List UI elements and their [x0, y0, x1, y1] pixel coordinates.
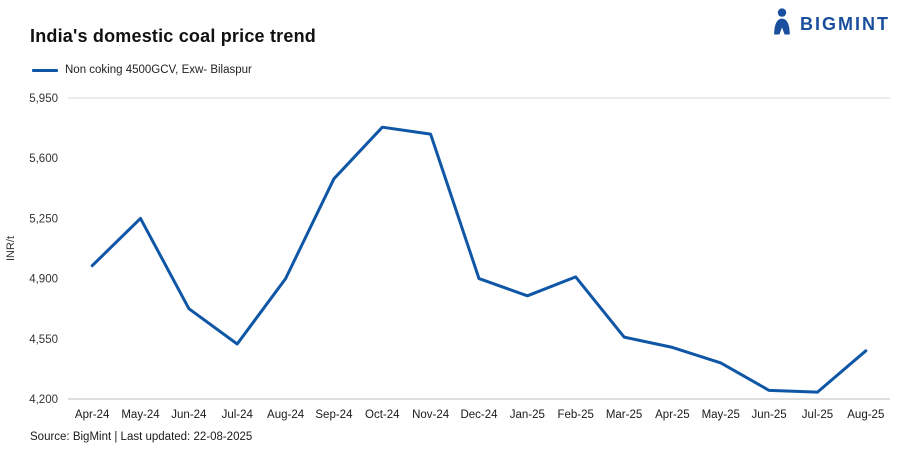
x-category-label: Jun-24: [171, 409, 207, 421]
legend-label: Non coking 4500GCV, Exw- Bilaspur: [65, 64, 252, 76]
brand-logo: BIGMINT: [770, 8, 890, 40]
price-chart-svg: 4,200 4,550 4,900 5,250 5,600 5,950 INR/t Apr-2…: [5, 93, 890, 421]
x-category-label: Apr-25: [655, 409, 690, 421]
page-title: India's domestic coal price trend: [30, 26, 316, 46]
bigmint-person-icon: [770, 8, 794, 40]
x-category-label: Jan-25: [510, 409, 545, 421]
y-tick-label: 4,200: [29, 394, 58, 406]
brand-wordmark: BIGMINT: [800, 13, 890, 34]
price-series-line: [90, 125, 868, 394]
y-tick-label: 5,950: [29, 93, 58, 105]
y-axis-title: INR/t: [5, 236, 17, 261]
x-category-label: Apr-24: [75, 409, 110, 421]
y-tick-label: 5,250: [29, 213, 58, 225]
y-tick-label: 5,600: [29, 153, 58, 165]
x-category-label: Oct-24: [365, 409, 400, 421]
y-tick-label: 4,900: [29, 274, 58, 286]
chart-legend: Non coking 4500GCV, Exw- Bilaspur: [32, 64, 252, 76]
x-category-label: Nov-24: [412, 409, 450, 421]
x-category-label: Feb-25: [557, 409, 593, 421]
x-category-label: Jul-24: [222, 409, 254, 421]
x-category-label: Jun-25: [752, 409, 787, 421]
x-category-label: Dec-24: [460, 409, 498, 421]
x-category-label: Jul-25: [802, 409, 833, 421]
x-category-label: May-25: [702, 409, 740, 421]
price-trend-chart: 4,200 4,550 4,900 5,250 5,600 5,950 INR/t Apr-2…: [0, 84, 906, 424]
y-tick-label: 4,550: [29, 334, 58, 346]
x-category-label: Aug-24: [267, 409, 305, 421]
source-note: Source: BigMint | Last updated: 22-08-20…: [30, 431, 253, 443]
x-category-label: Mar-25: [606, 409, 642, 421]
x-category-label: Aug-25: [847, 409, 884, 421]
legend-line-swatch: [32, 68, 58, 72]
x-category-label: Sep-24: [315, 409, 353, 421]
x-category-label: May-24: [121, 409, 160, 421]
